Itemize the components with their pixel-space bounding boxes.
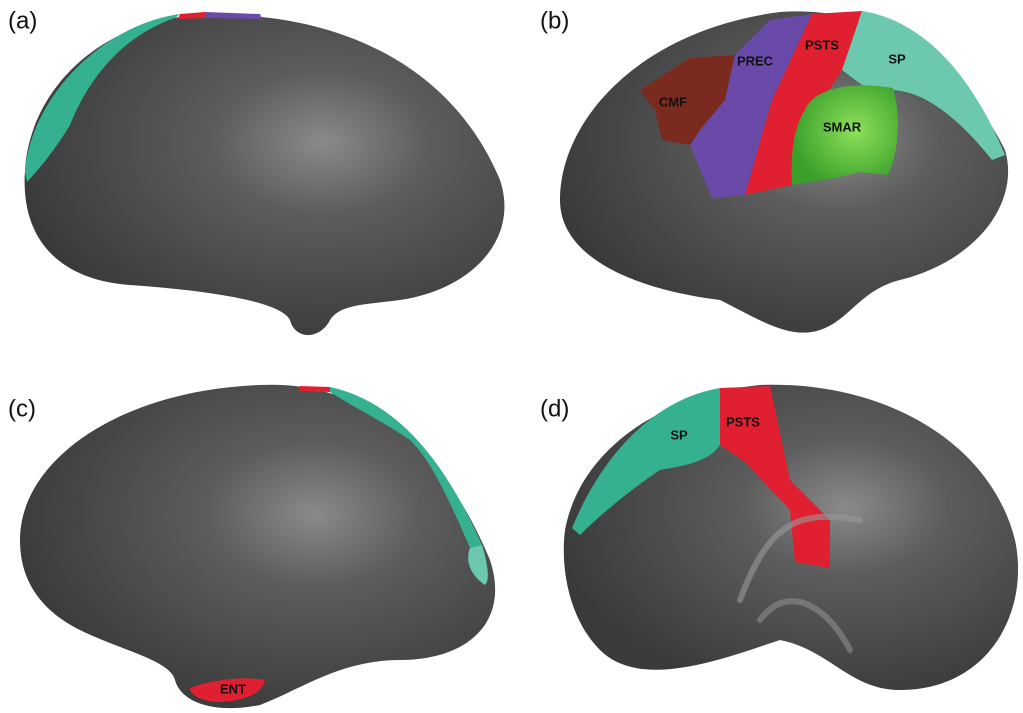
- region-label: SP: [888, 51, 906, 66]
- figure: (a) (b) CMF PREC PSTS SP SMAR (c) ENT (d) SP PSTS: [0, 0, 1023, 713]
- region-label: PREC: [737, 53, 774, 68]
- panel-label: (c): [8, 395, 36, 422]
- region-label: CMF: [659, 94, 687, 109]
- region-label: SMAR: [823, 119, 862, 134]
- region-label: PSTS: [805, 37, 839, 52]
- region-label: SP: [670, 427, 688, 442]
- brain-a: [25, 12, 505, 335]
- region-label: PSTS: [726, 414, 760, 429]
- brain-b: [560, 11, 1008, 333]
- brain-d: [564, 385, 1018, 690]
- brain-c: [20, 385, 495, 708]
- panel-label: (b): [540, 7, 569, 34]
- panel-label: (a): [8, 7, 37, 34]
- region-label: ENT: [220, 681, 246, 696]
- panel-label: (d): [540, 395, 569, 422]
